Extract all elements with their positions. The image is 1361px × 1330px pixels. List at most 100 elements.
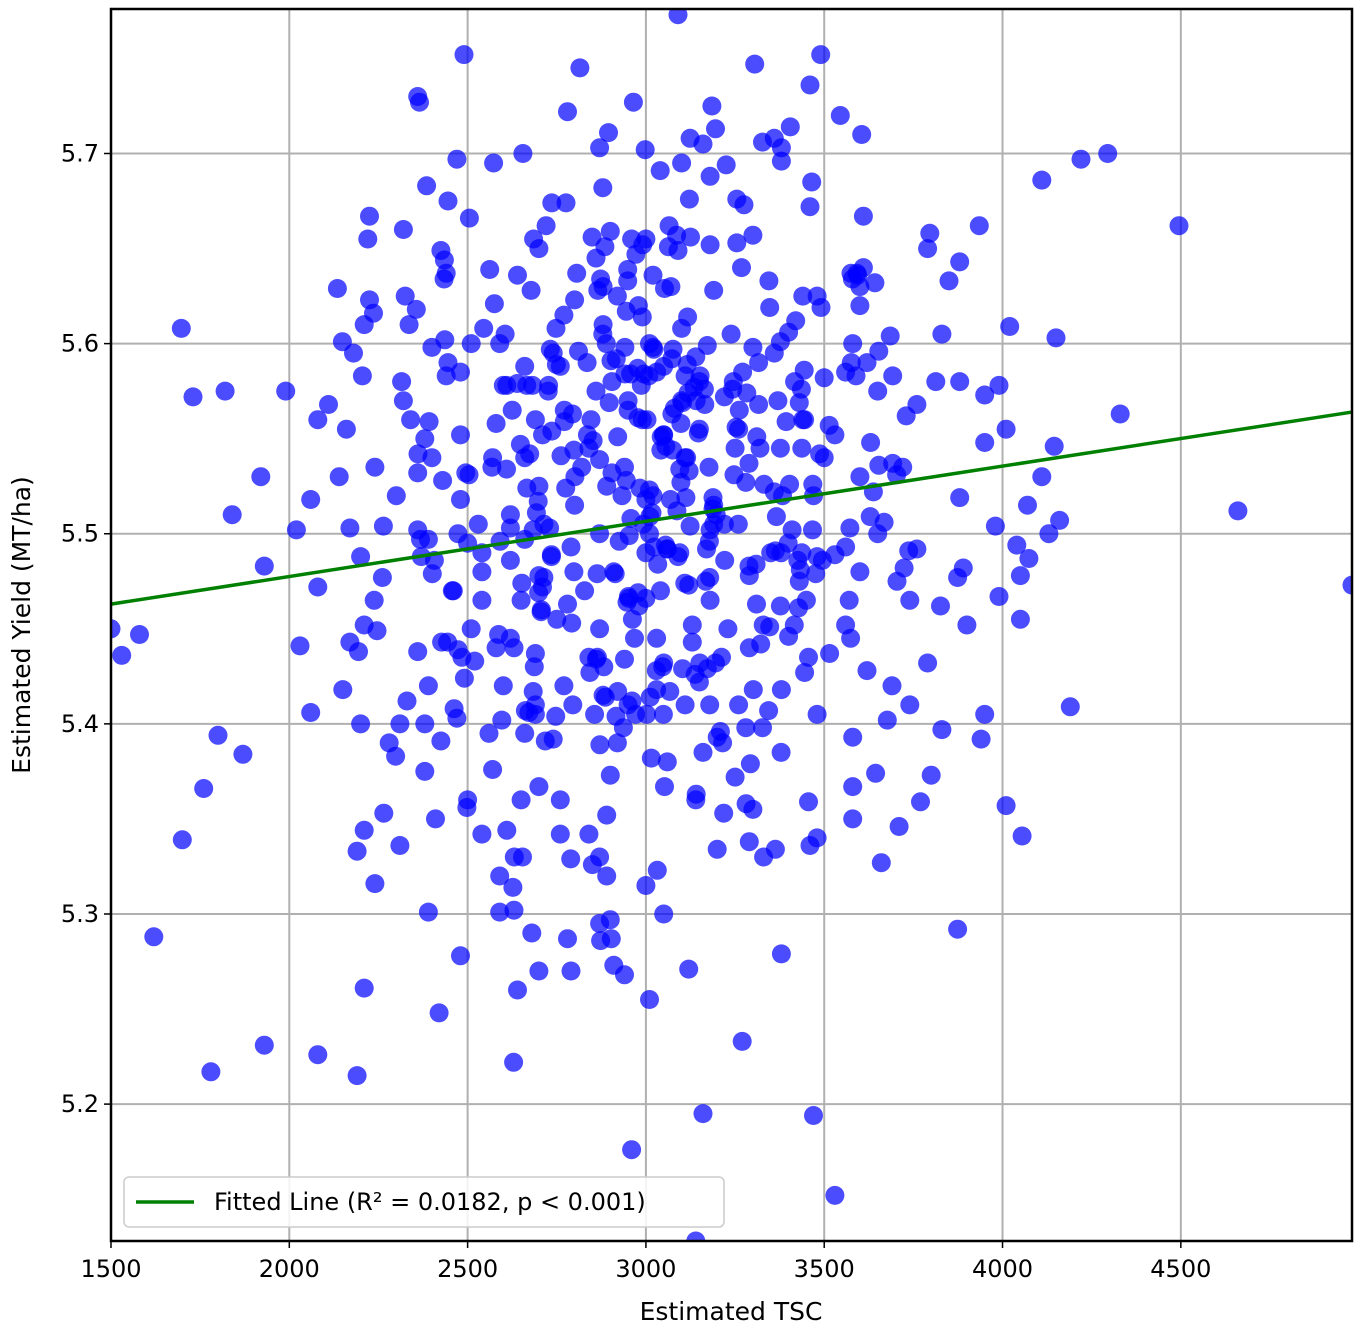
data-point xyxy=(112,645,132,665)
data-point xyxy=(459,208,479,228)
data-point xyxy=(1012,826,1032,846)
data-point xyxy=(733,362,753,382)
data-point xyxy=(850,562,870,582)
data-point xyxy=(726,417,746,437)
data-point xyxy=(918,239,938,259)
legend-entry-fitted-line: Fitted Line (R² = 0.0182, p < 0.001) xyxy=(214,1188,646,1216)
data-point xyxy=(754,474,774,494)
data-point xyxy=(814,368,834,388)
data-point xyxy=(558,929,577,949)
data-point xyxy=(780,474,800,494)
data-point xyxy=(502,400,522,420)
data-point xyxy=(635,140,655,160)
data-point xyxy=(593,324,613,344)
data-point xyxy=(803,474,823,494)
data-point xyxy=(606,349,626,369)
data-point xyxy=(688,423,708,443)
data-point xyxy=(433,471,453,490)
data-point xyxy=(497,820,517,840)
data-point xyxy=(650,161,670,181)
data-point xyxy=(468,514,488,534)
data-point xyxy=(511,790,531,810)
data-point xyxy=(693,742,713,762)
data-point xyxy=(732,258,751,278)
data-point xyxy=(768,391,788,411)
data-point xyxy=(374,803,394,823)
data-point xyxy=(799,647,818,667)
data-point xyxy=(442,581,462,601)
data-point xyxy=(511,590,531,610)
data-point xyxy=(932,720,952,740)
data-point xyxy=(497,459,516,479)
data-point xyxy=(950,252,970,272)
data-point xyxy=(948,568,968,587)
data-point xyxy=(438,191,458,211)
y-tick-label: 5.6 xyxy=(61,330,99,358)
data-point xyxy=(351,547,371,567)
x-tick-label: 3500 xyxy=(794,1255,855,1283)
data-point xyxy=(570,58,590,78)
data-point xyxy=(546,706,566,726)
data-point xyxy=(869,455,889,475)
data-point xyxy=(883,366,903,386)
data-point xyxy=(444,699,464,719)
data-point xyxy=(868,381,888,401)
data-point xyxy=(215,381,235,401)
data-point xyxy=(663,339,683,359)
data-point xyxy=(932,324,952,344)
data-point xyxy=(810,444,830,464)
data-point xyxy=(523,520,543,540)
data-point xyxy=(415,761,435,781)
data-point xyxy=(969,216,989,236)
data-point xyxy=(729,695,749,715)
data-point xyxy=(490,334,510,354)
data-point xyxy=(352,366,372,386)
data-point xyxy=(600,765,620,785)
data-point xyxy=(675,695,695,715)
data-point xyxy=(679,959,699,979)
data-point xyxy=(597,805,617,825)
data-point xyxy=(740,754,760,774)
data-point xyxy=(882,676,902,696)
data-point xyxy=(724,465,744,485)
data-point xyxy=(454,668,474,688)
data-point xyxy=(435,330,455,350)
data-point xyxy=(301,490,321,509)
data-point xyxy=(472,562,492,582)
data-point xyxy=(793,286,813,306)
data-point xyxy=(454,45,474,65)
data-point xyxy=(825,1185,845,1205)
data-point xyxy=(448,524,468,544)
data-point xyxy=(451,362,470,382)
data-point xyxy=(803,520,822,540)
data-point xyxy=(372,568,392,587)
data-point xyxy=(582,227,602,247)
data-point xyxy=(749,353,769,373)
legend: Fitted Line (R² = 0.0182, p < 0.001) xyxy=(123,1176,725,1228)
data-point xyxy=(795,410,815,430)
y-tick-label: 5.7 xyxy=(61,139,99,167)
data-point xyxy=(736,718,756,738)
data-point xyxy=(360,206,379,226)
data-point xyxy=(900,590,920,610)
data-point xyxy=(1007,535,1027,555)
data-point xyxy=(690,366,710,386)
data-point xyxy=(608,682,628,701)
data-point xyxy=(792,438,812,458)
data-point xyxy=(504,638,524,658)
data-point xyxy=(753,718,772,738)
data-point xyxy=(585,704,605,724)
fitted-line xyxy=(110,410,1353,606)
data-point xyxy=(950,488,970,508)
data-point xyxy=(542,193,562,213)
y-axis-ticks: 5.2 5.3 5.4 5.5 5.6 5.7 xyxy=(61,139,111,1118)
data-point xyxy=(911,792,930,812)
data-point xyxy=(607,733,627,753)
data-point xyxy=(771,680,791,700)
data-point xyxy=(675,366,695,386)
data-point xyxy=(417,176,437,196)
y-tick-label: 5.4 xyxy=(61,710,99,738)
data-point xyxy=(736,794,756,814)
data-point xyxy=(401,410,421,430)
